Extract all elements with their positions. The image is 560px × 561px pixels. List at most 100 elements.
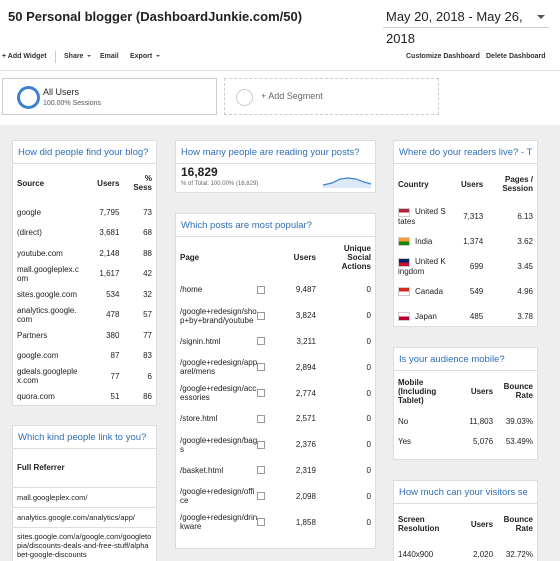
widget: Is your audience mobile? Mobile (Includin… <box>393 347 538 460</box>
column-header: Full Referrer <box>17 463 65 473</box>
cell-text: No <box>398 416 409 426</box>
table-cell: 3,211 <box>275 329 319 355</box>
table-row: India 1,374 3.62 <box>394 229 537 254</box>
cell-text: (direct) <box>17 228 42 238</box>
table-cell: youtube.com <box>13 243 84 264</box>
table-row: 1440x900 2,020 32.72% <box>394 544 537 561</box>
table-row: /google+redesign/drinkware 1,858 0 <box>176 509 375 535</box>
table-cell: 0 <box>320 277 375 303</box>
table-cell: /home <box>176 277 275 303</box>
table-cell: /google+redesign/drinkware <box>176 509 275 535</box>
cell-text: 0 <box>366 414 371 424</box>
cell-text: google <box>17 207 42 217</box>
widget: How many people are reading your posts? 1… <box>175 140 376 193</box>
table-cell: 1440x900 <box>394 544 460 561</box>
table-row: No 11,803 39.03% <box>394 411 537 431</box>
table-cell: 478 <box>84 305 124 326</box>
widget-title: Which posts are most popular? <box>176 214 375 237</box>
cell-text: youtube.com <box>17 248 63 258</box>
cell-text: 0 <box>366 311 371 321</box>
widget-title: How many people are reading your posts? <box>176 141 375 164</box>
table-cell: 51 <box>84 387 124 406</box>
segment-all-users[interactable]: All Users 100.00% Sessions <box>2 78 217 115</box>
column-header: Unique Social Actions <box>341 243 371 271</box>
header-row: Source Users % Sess <box>13 164 156 202</box>
cell-text: mall.googleplex.com/ <box>17 492 88 502</box>
cell-text: 380 <box>106 330 120 340</box>
table-cell: 77 <box>123 325 156 346</box>
cell-text: /basket.html <box>180 465 224 475</box>
add-segment[interactable]: + Add Segment <box>224 78 439 115</box>
table-cell: Yes <box>394 431 460 451</box>
table-cell: 0 <box>320 483 375 509</box>
table-cell: sites.google.com/a/google.com/googletopi… <box>13 527 156 561</box>
share[interactable]: Share <box>64 53 91 60</box>
table-cell: 2,894 <box>275 354 319 380</box>
table-cell: 3,681 <box>84 223 124 244</box>
table-row: mall.googleplex.com 1,617 42 <box>13 264 156 285</box>
table-row: google 7,795 73 <box>13 202 156 223</box>
table-cell: 2,098 <box>275 483 319 509</box>
cell-text: 0 <box>366 491 371 501</box>
delete-dashboard[interactable]: Delete Dashboard <box>486 53 546 60</box>
table-row: /store.html 2,571 0 <box>176 406 375 432</box>
flag <box>398 237 410 247</box>
cell-text: 1,617 <box>99 269 120 279</box>
table-cell: mall.googleplex.com <box>13 264 84 285</box>
date-range[interactable]: May 20, 2018 - May 26, 2018 <box>383 6 549 46</box>
table-cell: 1,617 <box>84 264 124 285</box>
table-row: analytics.google.com/analytics/app/ <box>13 507 156 527</box>
widget-title: Which kind people link to you? <box>13 426 156 449</box>
copy-icon <box>257 518 266 527</box>
data-table: Screen Resolution Users Bounce Rate 1440x90… <box>394 504 537 561</box>
cell-text: 9,487 <box>295 285 316 295</box>
table-cell: No <box>394 411 460 431</box>
table-cell: 3.45 <box>487 254 537 279</box>
column-header: Users <box>461 179 484 189</box>
cell-text: analytics.google.com <box>17 305 77 324</box>
table-cell: 0 <box>320 303 375 329</box>
cell-text: 2,020 <box>473 549 494 559</box>
cell-text: 7,795 <box>99 207 120 217</box>
table-row: /google+redesign/bags 2,376 0 <box>176 432 375 458</box>
cell-text: 0 <box>366 440 371 450</box>
table-cell: 0 <box>320 432 375 458</box>
cell-text: 549 <box>469 287 484 296</box>
cell-text: mall.googleplex.com <box>17 264 79 283</box>
header-row: Screen Resolution Users Bounce Rate <box>394 504 537 544</box>
table-cell: Partners <box>13 325 84 346</box>
cell-text: United Kingdom <box>398 257 446 276</box>
export[interactable]: Export <box>130 53 160 60</box>
table-cell: 53.49% <box>497 431 537 451</box>
table-cell: 57 <box>123 305 156 326</box>
table-cell: 380 <box>84 325 124 346</box>
add-widget[interactable]: + Add Widget <box>2 53 47 60</box>
header-row: Country Users Pages / Session <box>394 164 537 204</box>
table-cell: 0 <box>320 509 375 535</box>
data-table: Page Users Unique Social Actions/home 9,487… <box>176 237 375 535</box>
cell-text: 51 <box>110 392 120 402</box>
cell-text: /google+redesign/bags <box>180 435 258 454</box>
cell-text: 53.49% <box>505 436 533 446</box>
data-table: Country Users Pages / Session United States… <box>394 164 537 326</box>
customize-dashboard[interactable]: Customize Dashboard <box>406 53 480 60</box>
column-header: Users <box>97 178 120 188</box>
table-row: /google+redesign/accessories 2,774 0 <box>176 380 375 406</box>
table-cell: /google+redesign/apparel/mens <box>176 354 275 380</box>
table-cell: /signin.html <box>176 329 275 355</box>
data-table: Mobile (Including Tablet) Users Bounce Rat… <box>394 371 537 451</box>
metric-value: 16,829 <box>181 165 218 179</box>
copy-icon <box>257 337 266 346</box>
table-cell: sites.google.com <box>13 284 84 305</box>
widget-title: How much can your visitors se <box>394 481 537 504</box>
column-header: Screen Resolution <box>398 515 440 533</box>
table-cell: 86 <box>123 387 156 406</box>
table-row: Canada 549 4.96 <box>394 279 537 304</box>
email[interactable]: Email <box>100 53 119 60</box>
widget-title: How did people find your blog? <box>13 141 156 164</box>
cell-text: 77 <box>110 371 120 381</box>
copy-icon <box>257 285 266 294</box>
cell-text: 2,894 <box>295 362 316 372</box>
cell-text: 2,148 <box>99 248 120 258</box>
